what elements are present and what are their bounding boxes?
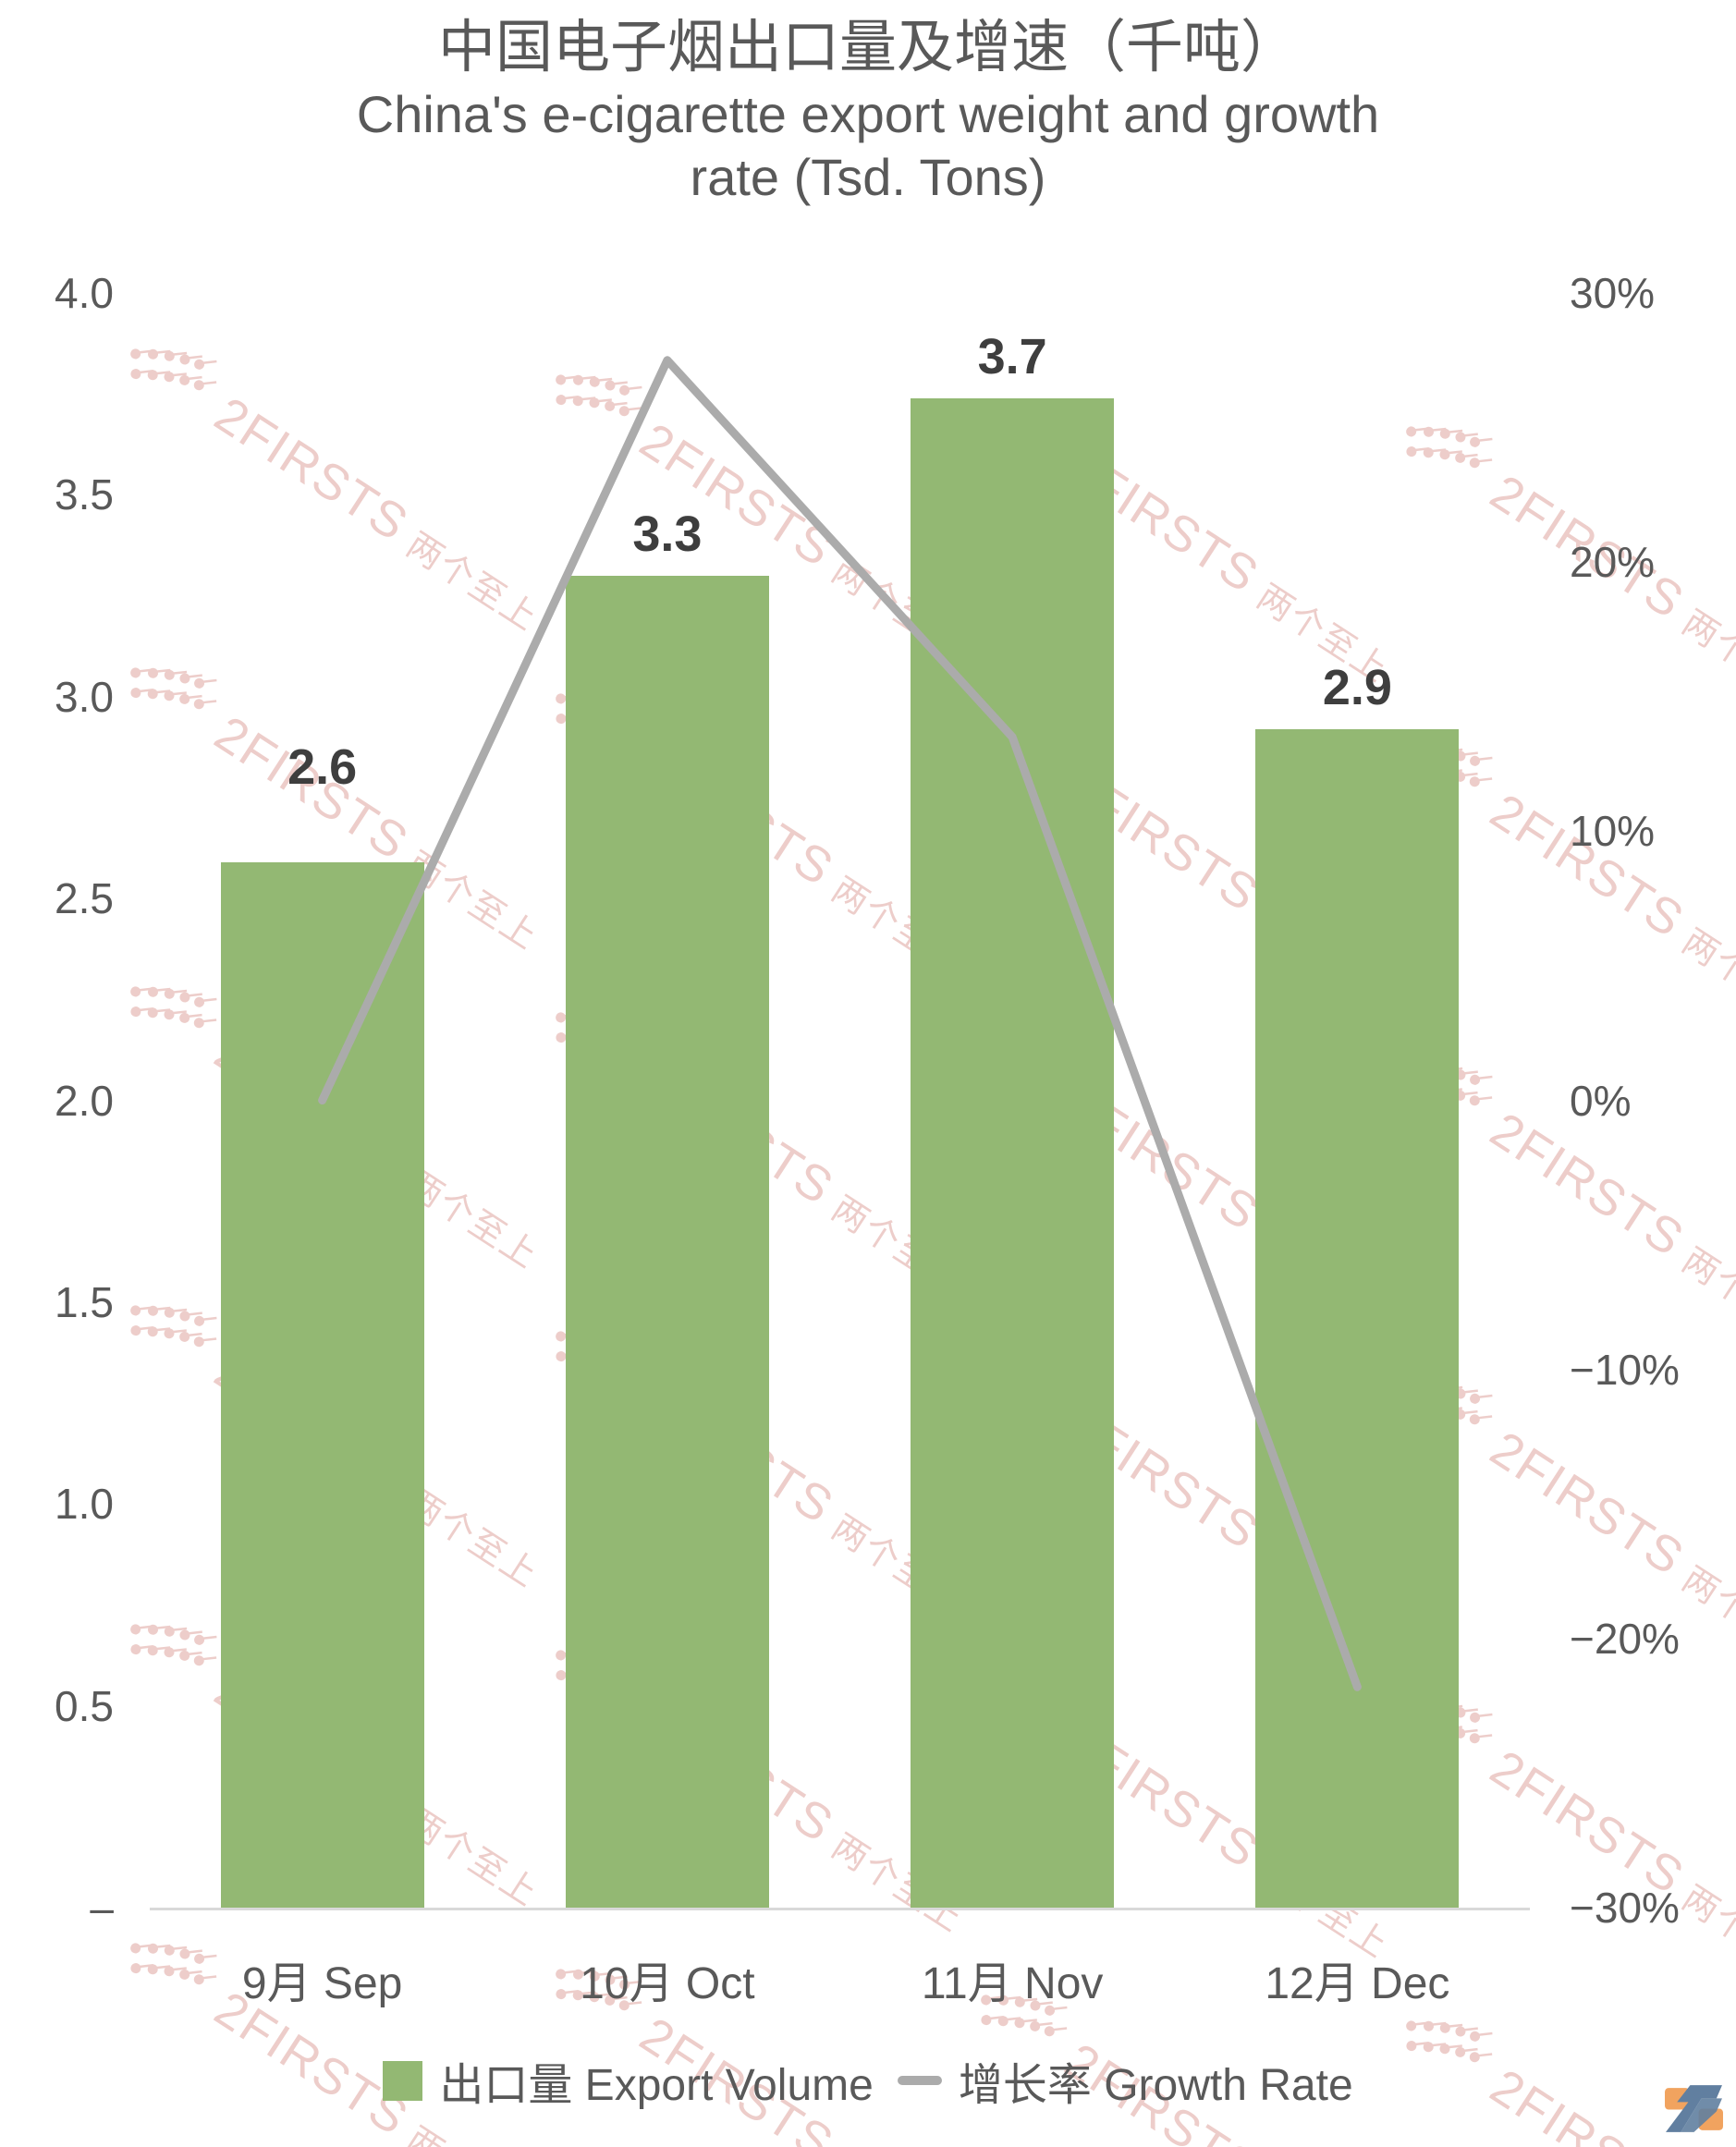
bar-data-label: 2.9 [1322,659,1392,715]
watermark-cjk-text: 两个至上 [398,2112,550,2147]
watermark-cjk-text: 两个至上 [1675,603,1736,717]
x-axis-category-label: 12月 Dec [1265,1959,1450,2008]
bar-data-label: 2.6 [287,738,358,795]
watermark-dots-icon [1406,426,1493,469]
watermark-cjk-text: 两个至上 [399,525,545,640]
watermark-dots-icon [130,667,217,710]
y-axis-left-tick-label: 0.5 [55,1681,114,1730]
x-axis-category-label: 9月 Sep [241,1959,403,2008]
watermark-cjk-text: 两个至上 [1675,1559,1736,1674]
legend-bar-swatch-icon [383,2060,423,2101]
chart-legend: 出口量 Export Volume 增长率 Growth Rate [0,2054,1736,2110]
y-axis-right-tick-label: 10% [1570,807,1656,856]
watermark-dots-icon [130,348,217,391]
y-axis-left-tick-label: 4.0 [55,269,114,317]
y-axis-right-tick-label: −20% [1570,1614,1680,1663]
watermark-cjk-text: 两个至上 [1675,1878,1736,1993]
y-axis-left-tick-label: 2.5 [55,874,114,923]
bar-data-label: 3.7 [977,328,1047,384]
x-axis-category-label: 11月 Nov [921,1959,1104,2008]
growth-rate-polyline [318,356,1362,1691]
watermark-dots-icon [130,1305,217,1348]
y-axis-left-tick-label: 3.5 [55,470,114,519]
watermark-cjk-text: 两个至上 [824,2138,975,2147]
y-axis-right-tick-label: −30% [1570,1884,1680,1932]
y-axis-left-tick-label: 1.5 [55,1277,114,1326]
legend-label: 增长率 Growth Rate [958,2061,1353,2110]
y-axis-right-tick-label: −10% [1570,1345,1680,1394]
legend-label: 出口量 Export Volume [439,2061,874,2110]
legend-line-swatch-icon [897,2076,942,2085]
y-axis-left-tick-label: 2.0 [55,1076,114,1125]
chart-title-zh: 中国电子烟出口量及增速（千吨） [437,16,1298,79]
watermark-latin-text: 2FIRSTS [1481,1739,1694,1906]
legend-item: 出口量 Export Volume [383,2048,874,2113]
export-volume-bar [565,575,769,1908]
watermark-cjk-text: 两个至上 [1675,921,1736,1036]
export-volume-bar [1255,728,1460,1908]
watermark-dots-icon [130,986,217,1029]
bar-data-label: 3.3 [632,506,703,562]
watermark-latin-text: 2FIRSTS [1481,1421,1694,1587]
watermark-dots-icon [130,1624,217,1666]
chart-title-en-line2: rate (Tsd. Tons) [690,147,1046,206]
y-axis-left-tick-label: 3.0 [55,672,114,721]
y-axis-right-tick-label: 30% [1570,269,1656,317]
y-axis-right-tick-label: 20% [1570,538,1656,587]
export-volume-bar [911,397,1115,1908]
2firsts-logo-icon [1665,2085,1723,2132]
chart-title-en-line1: China's e-cigarette export weight and gr… [356,84,1380,143]
watermark-latin-text: 2FIRSTS [1481,1102,1694,1268]
watermark-cjk-text: 两个至上 [1675,1240,1736,1355]
legend-item: 增长率 Growth Rate [897,2048,1353,2113]
x-axis-baseline [150,1908,1530,1910]
chart-title-block: 中国电子烟出口量及增速（千吨） China's e-cigarette expo… [0,13,1736,209]
watermark-dots-icon [556,374,642,417]
y-axis-left-tick-label: – [90,1884,114,1932]
watermark-dots-icon [130,1943,217,1985]
y-axis-left-tick-label: 1.0 [55,1480,114,1529]
export-volume-bar [220,861,424,1908]
watermark-latin-text: 2FIRSTS [205,386,419,553]
x-axis-category-label: 10月 Oct [580,1959,755,2008]
y-axis-right-tick-label: 0% [1570,1076,1632,1125]
